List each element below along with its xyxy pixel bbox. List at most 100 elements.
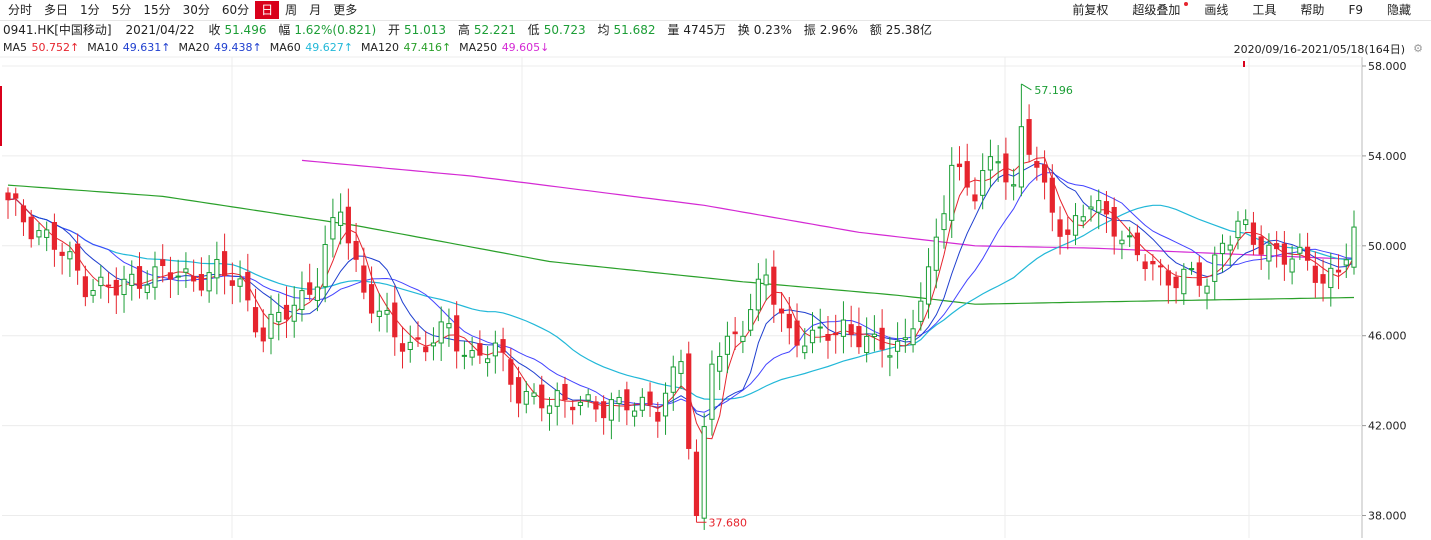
ma-label-ma120: MA120 (360, 41, 403, 54)
candle-body-144 (1119, 239, 1125, 245)
tool-item-0[interactable]: 前复权 (1072, 3, 1109, 17)
candle-body-140 (1088, 206, 1094, 210)
tool-item-1[interactable]: 超级叠加 (1120, 1, 1192, 19)
candle-body-76 (593, 401, 599, 410)
candle-body-56 (438, 321, 444, 344)
candle-body-2 (20, 205, 27, 223)
ma-label-ma60: MA60 (269, 41, 305, 54)
tab-period-8[interactable]: 周 (285, 3, 298, 17)
tab-period-2[interactable]: 1分 (80, 3, 100, 17)
tab-period-5[interactable]: 30分 (182, 3, 210, 17)
change-value: 1.62%(0.821) (294, 23, 377, 37)
candle-body-20 (160, 259, 166, 267)
y-tick-label-4: 42.000 (1368, 420, 1407, 433)
candle-body-39 (307, 282, 313, 295)
candle-body-48 (376, 310, 382, 317)
candle-body-169 (1312, 265, 1318, 283)
volume-label: 量 (667, 23, 680, 37)
tool-item-3[interactable]: 工具 (1252, 3, 1277, 17)
candle-body-35 (276, 311, 282, 323)
candle-body-57 (446, 323, 452, 329)
avg-label: 均 (597, 23, 610, 37)
candle-body-85 (662, 392, 669, 417)
candle-body-141 (1096, 200, 1102, 213)
candle-body-139 (1080, 216, 1086, 222)
candle-body-130 (1011, 184, 1017, 187)
low-value: 50.723 (543, 23, 586, 37)
candle-body-0 (5, 192, 11, 201)
candle-body-96 (748, 309, 754, 331)
tool-item-6[interactable]: 隐藏 (1386, 3, 1411, 17)
candle-body-157 (1219, 242, 1226, 255)
tab-period-10[interactable]: 更多 (333, 3, 358, 17)
close-label: 收 (208, 23, 221, 37)
candle-body-14 (113, 279, 119, 296)
candle-body-133 (1034, 161, 1040, 168)
candle-body-1 (13, 193, 19, 199)
candle-body-165 (1281, 243, 1287, 265)
candle-body-151 (1173, 276, 1179, 289)
candle-body-10 (82, 276, 88, 298)
tab-period-7[interactable]: 日 (255, 1, 280, 19)
tool-item-4[interactable]: 帮助 (1300, 3, 1325, 17)
tab-period-9[interactable]: 月 (309, 3, 322, 17)
candle-body-33 (260, 327, 266, 342)
tool-item-2[interactable]: 画线 (1204, 3, 1229, 17)
toolbar-right: 前复权 超级叠加 画线 工具 帮助 F9 隐藏 (1060, 1, 1423, 19)
candle-body-120 (933, 236, 939, 271)
tab-period-0[interactable]: 分时 (8, 3, 33, 17)
candle-body-23 (183, 268, 189, 273)
toolbar: 分时 多日 1分 5分 15分 30分 60分日周月更多 前复权 超级叠加 画线 工具 帮助 F9 隐藏 (0, 0, 1431, 21)
ma-value-ma250: 49.605↓ (501, 41, 550, 54)
new-dot-icon (1184, 2, 1189, 6)
tab-period-4[interactable]: 15分 (143, 3, 171, 17)
ma-value-ma5: 50.752↑ (31, 41, 80, 54)
stock-code: 0941.HK[中国移动] (3, 23, 112, 37)
candle-body-28 (221, 251, 228, 277)
candle-body-61 (477, 343, 483, 356)
candle-body-80 (624, 389, 630, 411)
volume-value: 4745万 (683, 23, 726, 37)
candle-body-87 (678, 361, 684, 374)
candle-body-77 (601, 401, 607, 419)
ma-label-ma250: MA250 (459, 41, 501, 54)
tab-period-3[interactable]: 5分 (111, 3, 132, 17)
candle-body-170 (1320, 274, 1326, 284)
tool-item-5[interactable]: F9 (1348, 3, 1363, 17)
candle-body-31 (245, 271, 251, 301)
candle-body-150 (1165, 270, 1171, 286)
candle-body-168 (1304, 246, 1311, 261)
candle-body-37 (291, 304, 297, 322)
candle-body-27 (214, 258, 220, 279)
left-marker (0, 86, 2, 146)
settings-gear-icon[interactable]: ⚙ (1413, 42, 1423, 55)
candle-body-174 (1351, 226, 1357, 268)
candle-body-64 (500, 339, 506, 353)
tab-period-6[interactable]: 60分 (221, 3, 250, 17)
low-marker-label: 37.680 (708, 516, 747, 529)
candle-body-21 (167, 272, 174, 280)
tab-period-1[interactable]: 多日 (44, 3, 69, 17)
amount-value: 25.38亿 (885, 23, 933, 37)
candle-body-121 (941, 213, 947, 231)
candle-body-32 (252, 307, 259, 333)
candle-body-52 (407, 341, 413, 350)
candle-body-119 (925, 266, 932, 305)
candle-body-142 (1103, 201, 1110, 215)
candle-body-97 (755, 278, 761, 311)
candle-body-83 (647, 391, 653, 406)
candle-body-134 (1041, 164, 1048, 183)
candle-body-3 (28, 216, 34, 240)
y-tick-label-3: 46.000 (1368, 330, 1407, 343)
date-range[interactable]: 2020/09/16-2021/05/18(164日) (1233, 43, 1405, 56)
candle-body-82 (639, 396, 645, 411)
candle-body-138 (1072, 215, 1079, 236)
candle-body-99 (771, 266, 777, 305)
candle-body-163 (1266, 244, 1272, 262)
candle-body-145 (1127, 235, 1133, 238)
candle-body-106 (825, 334, 831, 341)
candle-body-43 (338, 211, 344, 226)
ma120-line (7, 184, 1355, 305)
candle-body-9 (75, 243, 81, 271)
